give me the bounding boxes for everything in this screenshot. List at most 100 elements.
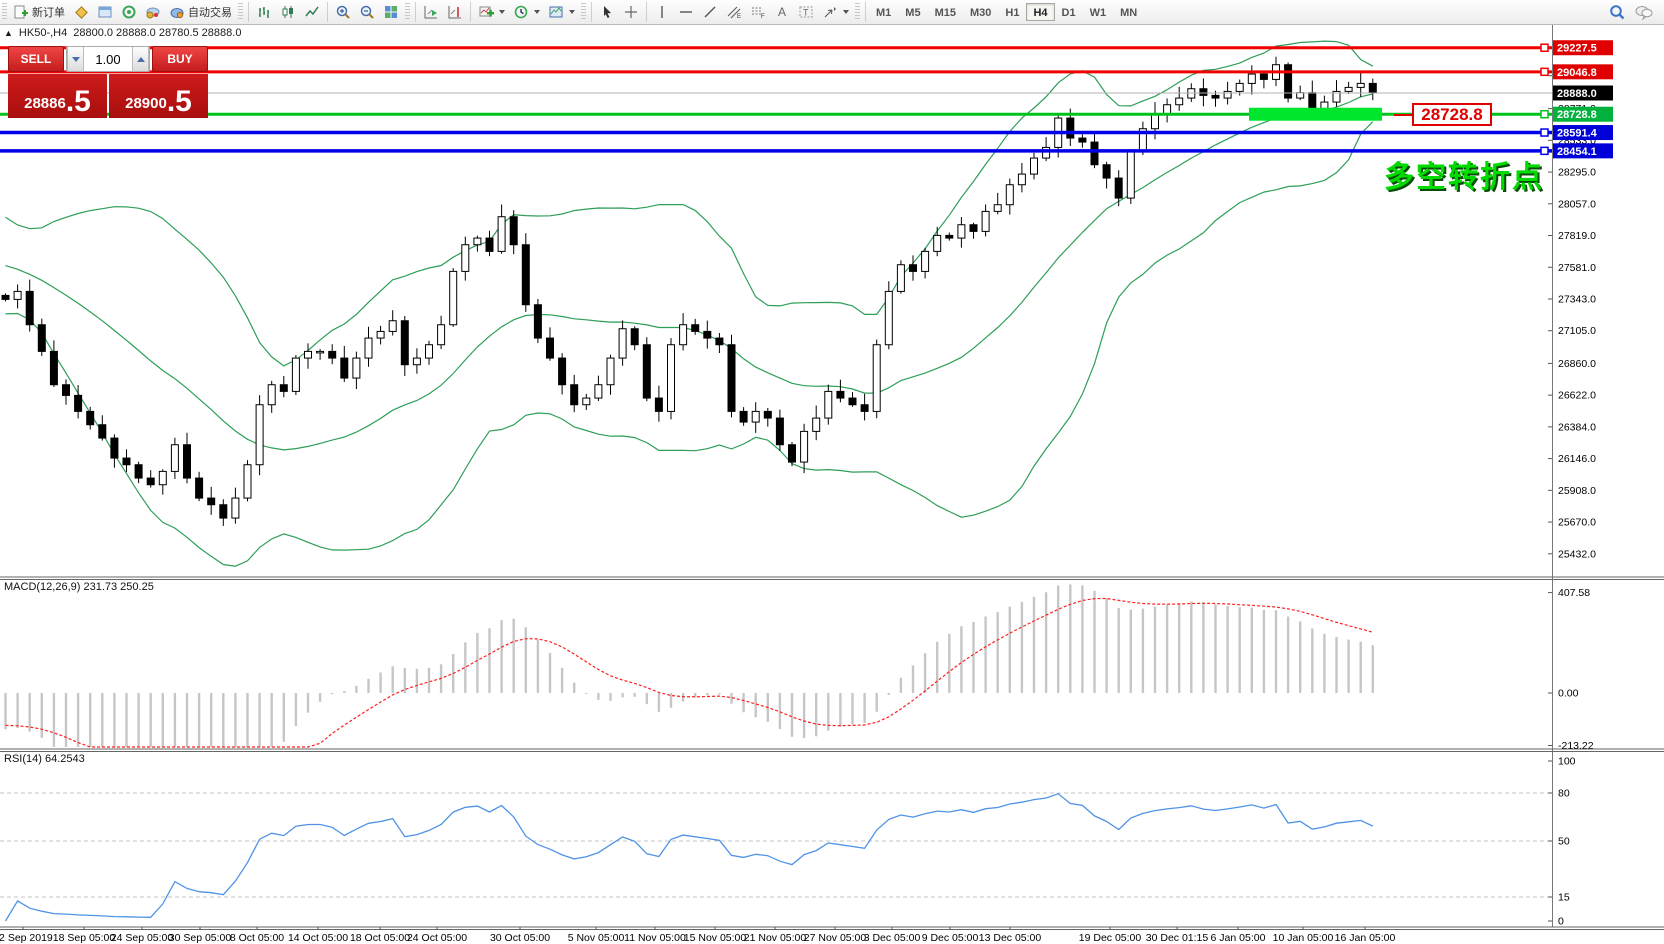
- svg-text:18 Sep 05:00: 18 Sep 05:00: [53, 932, 116, 944]
- toolbar-grip[interactable]: [405, 3, 410, 21]
- svg-text:9 Dec 05:00: 9 Dec 05:00: [922, 932, 979, 944]
- svg-text:28728.8: 28728.8: [1557, 109, 1597, 121]
- toolbar: 新订单 自动交易: [0, 0, 1664, 25]
- search-button[interactable]: [1604, 3, 1630, 21]
- bar-chart-button[interactable]: [252, 3, 276, 21]
- svg-text:0: 0: [1558, 916, 1564, 928]
- toolbar-grip[interactable]: [238, 3, 243, 21]
- timeframe-button-m30[interactable]: M30: [969, 7, 992, 19]
- timeframe-button-h4[interactable]: H4: [1026, 3, 1055, 21]
- svg-text:10 Jan 05:00: 10 Jan 05:00: [1273, 932, 1334, 944]
- svg-text:28057.0: 28057.0: [1558, 198, 1596, 210]
- fibonacci-tool-button[interactable]: F: [746, 3, 770, 21]
- volume-spinner: [66, 46, 150, 72]
- zoom-out-button[interactable]: [355, 3, 379, 21]
- chart-ohlc-header: ▲ HK50-,H4 28800.0 28888.0 28780.5 28888…: [4, 27, 241, 39]
- chart-canvas[interactable]: 29018.028771.028533.028295.028057.027819…: [0, 24, 1664, 944]
- chart-shift-button[interactable]: [443, 3, 467, 21]
- sell-button[interactable]: SELL: [8, 46, 64, 72]
- macd-signal-line: [5, 597, 1373, 748]
- autotrading-button[interactable]: 自动交易: [165, 3, 236, 21]
- toolbar-grip[interactable]: [2, 3, 7, 21]
- svg-text:28295.0: 28295.0: [1558, 167, 1596, 179]
- timeframe-button-m5[interactable]: M5: [905, 7, 921, 19]
- svg-text:29046.8: 29046.8: [1557, 67, 1597, 79]
- svg-text:30 Oct 05:00: 30 Oct 05:00: [490, 932, 550, 944]
- candlestick-chart-button[interactable]: [276, 3, 300, 21]
- timeframe-buttons: M1 M5 M15 M30 H1 H4 D1 W1 MN: [869, 3, 1144, 21]
- chevron-down-icon: [569, 10, 575, 14]
- buy-button[interactable]: BUY: [152, 46, 208, 72]
- indicators-button[interactable]: [474, 3, 509, 21]
- auto-scroll-button[interactable]: [419, 3, 443, 21]
- volume-increase-button[interactable]: [132, 47, 149, 71]
- timeframe-button-m15[interactable]: M15: [934, 7, 956, 19]
- price-callout-label[interactable]: 28728.8: [1412, 103, 1492, 126]
- svg-text:26384.0: 26384.0: [1558, 421, 1596, 433]
- timeframe-button-d1[interactable]: D1: [1061, 7, 1076, 19]
- macd-indicator-label: MACD(12,26,9) 231.73 250.25: [4, 581, 154, 593]
- svg-text:11 Nov 05:00: 11 Nov 05:00: [624, 932, 686, 944]
- templates-icon: [549, 6, 563, 18]
- navigator-button[interactable]: [117, 3, 141, 21]
- data-window-button[interactable]: [93, 3, 117, 21]
- text-label-icon: T: [799, 6, 813, 18]
- arrows-tool-button[interactable]: [818, 3, 853, 21]
- vertical-line-tool-button[interactable]: [650, 3, 674, 21]
- indicators-icon: [479, 6, 494, 17]
- sell-price-button[interactable]: 28886 .5: [8, 74, 107, 118]
- zoom-in-button[interactable]: [331, 3, 355, 21]
- svg-text:100: 100: [1558, 756, 1576, 768]
- timeframe-button-w1[interactable]: W1: [1089, 7, 1107, 19]
- tile-windows-button[interactable]: [379, 3, 403, 21]
- line-chart-button[interactable]: [300, 3, 324, 21]
- bar-chart-icon: [259, 7, 269, 18]
- volume-input[interactable]: [84, 47, 132, 71]
- horizontal-line-tool-button[interactable]: [674, 3, 698, 21]
- timeframe-button-m1[interactable]: M1: [876, 7, 892, 19]
- periods-button[interactable]: [509, 3, 544, 21]
- svg-text:28888.0: 28888.0: [1557, 88, 1597, 100]
- svg-text:6 Jan 05:00: 6 Jan 05:00: [1211, 932, 1266, 944]
- svg-text:-213.22: -213.22: [1558, 740, 1594, 752]
- volume-decrease-button[interactable]: [67, 47, 84, 71]
- buy-price-button[interactable]: 28900 .5: [109, 74, 208, 118]
- chinese-annotation-text: 多空转折点: [1384, 161, 1544, 194]
- toolbar-grip[interactable]: [855, 3, 860, 21]
- collapse-triangle-icon[interactable]: ▲: [4, 28, 13, 38]
- sell-price-fraction: .5: [65, 84, 91, 118]
- text-tool-button[interactable]: A: [770, 3, 794, 21]
- templates-button[interactable]: [544, 3, 579, 21]
- svg-text:5 Nov 05:00: 5 Nov 05:00: [568, 932, 625, 944]
- svg-text:27581.0: 27581.0: [1558, 262, 1596, 274]
- arrows-icon: [824, 7, 836, 18]
- timeframe-button-h1[interactable]: H1: [1005, 7, 1020, 19]
- macd-histogram: [4, 584, 1374, 747]
- svg-text:28454.1: 28454.1: [1557, 146, 1597, 158]
- svg-text:26860.0: 26860.0: [1558, 358, 1596, 370]
- trendline-tool-button[interactable]: [698, 3, 722, 21]
- timeframe-button-mn[interactable]: MN: [1120, 7, 1138, 19]
- crosshair-icon: [625, 6, 637, 18]
- svg-text:27 Nov 05:00: 27 Nov 05:00: [804, 932, 867, 944]
- equidistant-channel-tool-button[interactable]: E: [722, 3, 746, 21]
- svg-text:28591.4: 28591.4: [1557, 128, 1598, 140]
- tile-windows-icon: [385, 6, 397, 18]
- svg-text:E: E: [737, 14, 741, 20]
- community-chat-button[interactable]: [1630, 3, 1658, 21]
- crosshair-tool-button[interactable]: [619, 3, 643, 21]
- macd-name: MACD(12,26,9): [4, 581, 81, 593]
- svg-text:24 Sep 05:00: 24 Sep 05:00: [111, 932, 174, 944]
- svg-text:12 Sep 2019: 12 Sep 2019: [0, 932, 53, 944]
- cursor-tool-button[interactable]: [595, 3, 619, 21]
- text-label-tool-button[interactable]: T: [794, 3, 818, 21]
- svg-text:16 Jan 05:00: 16 Jan 05:00: [1335, 932, 1396, 944]
- terminal-button[interactable]: [141, 3, 165, 21]
- svg-text:18 Oct 05:00: 18 Oct 05:00: [350, 932, 410, 944]
- buy-price-main: 28900: [125, 95, 167, 112]
- market-watch-button[interactable]: [69, 3, 93, 21]
- toolbar-grip[interactable]: [581, 3, 586, 21]
- new-order-button[interactable]: 新订单: [9, 3, 69, 21]
- svg-text:30 Dec 01:15: 30 Dec 01:15: [1146, 932, 1209, 944]
- trendline-icon: [704, 6, 716, 18]
